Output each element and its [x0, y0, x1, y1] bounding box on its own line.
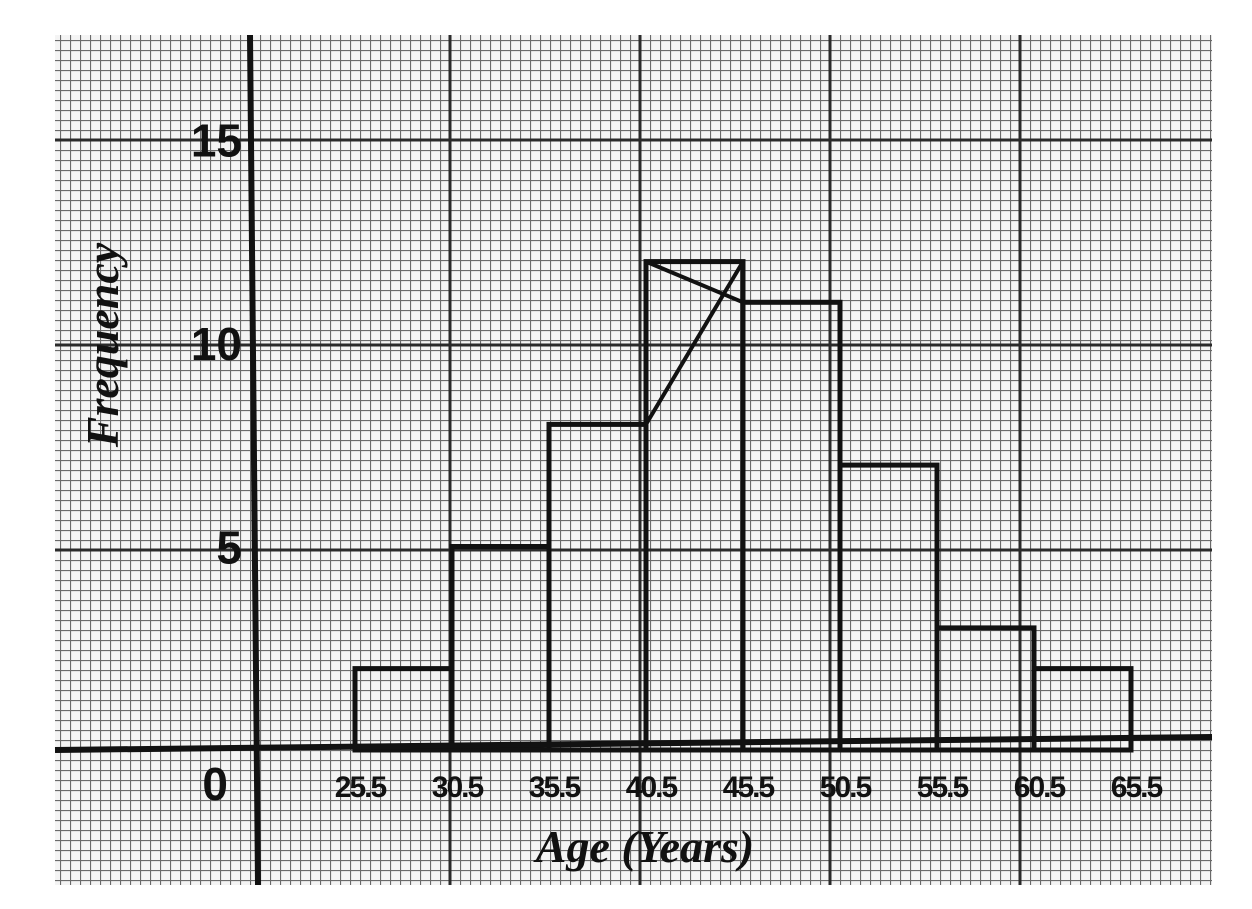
y-tick-label: 0	[202, 758, 228, 810]
y-tick-label: 5	[216, 522, 242, 574]
x-axis-line	[54, 734, 1213, 753]
x-axis-title: Age (Years)	[533, 821, 754, 872]
x-tick-label: 60.5	[1014, 771, 1066, 804]
x-tick-label: 40.5	[626, 771, 678, 804]
x-tick-label: 55.5	[917, 771, 969, 804]
axes	[54, 34, 1213, 886]
histogram-bar	[837, 462, 940, 753]
y-tick-label: 10	[191, 318, 242, 370]
x-axis-tick-labels: 25.5 30.5 35.5 40.5 45.5 50.5 55.5 60.5 65.5	[335, 771, 1165, 804]
y-axis-title: Frequency	[77, 242, 128, 448]
x-tick-label: 45.5	[723, 771, 775, 804]
x-tick-label: 30.5	[432, 771, 484, 804]
mode-line-right	[644, 260, 745, 426]
x-tick-label: 35.5	[529, 771, 581, 804]
mode-line-left	[645, 259, 744, 305]
mode-construction-lines	[644, 259, 745, 426]
histogram-bar	[1031, 666, 1134, 753]
y-tick-label: 15	[191, 115, 242, 167]
x-tick-label: 25.5	[335, 771, 387, 804]
x-tick-label: 50.5	[820, 771, 872, 804]
x-tick-label: 65.5	[1111, 771, 1163, 804]
y-axis-line	[247, 34, 261, 886]
histogram-bars	[352, 259, 1134, 753]
y-axis-tick-labels: 0 5 10 15	[191, 115, 242, 811]
